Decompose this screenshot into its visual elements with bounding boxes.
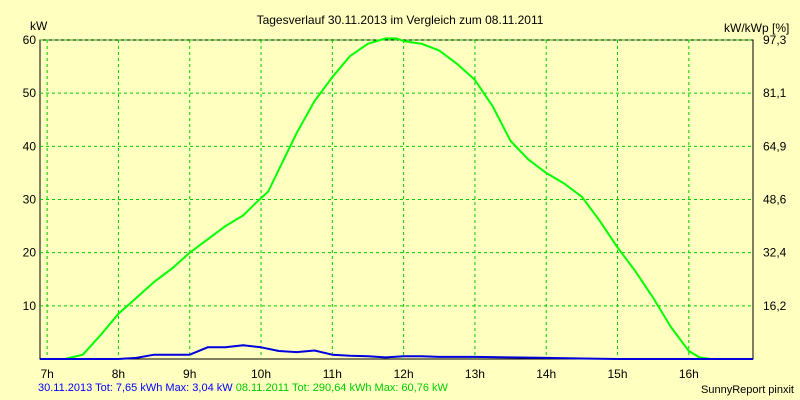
- credit-text: SunnyReport pinxit: [701, 384, 794, 396]
- x-tick-label: 16h: [679, 367, 699, 381]
- x-tick-label: 8h: [112, 367, 125, 381]
- series-layer: [40, 37, 753, 360]
- y-tick-label-right: 64,9: [763, 139, 787, 153]
- y-tick-label-right: 81,1: [763, 86, 787, 100]
- y-tick-label-right: 32,4: [763, 246, 787, 260]
- series-line-30-11-2013: [40, 344, 753, 360]
- y-tick-label-left: 60: [23, 33, 37, 47]
- legend-series-2013: 30.11.2013 Tot: 7,65 kWh Max: 3,04 kW: [38, 382, 233, 394]
- tick-layer: 7h 8h 9h 10h 11h 12h 13h 14h 15h 16h 10 16,2 20 32,4 3…: [23, 33, 787, 381]
- y-tick-label-left: 40: [23, 139, 37, 153]
- chart-title: Tagesverlauf 30.11.2013 im Vergleich zum…: [257, 13, 544, 27]
- y-tick-label-right: 16,2: [763, 299, 787, 313]
- y-tick-label-left: 10: [23, 299, 37, 313]
- y-tick-label-left: 20: [23, 246, 37, 260]
- x-tick-label: 7h: [40, 367, 53, 381]
- x-tick-label: 11h: [323, 367, 342, 381]
- y-tick-label-left: 30: [23, 193, 37, 207]
- x-tick-label: 10h: [251, 367, 271, 381]
- x-tick-label: 12h: [394, 367, 414, 381]
- series-line-08-11-2011: [40, 37, 753, 360]
- y-axis-left-label: kW: [30, 19, 48, 33]
- x-tick-label: 13h: [465, 367, 485, 381]
- grid: [40, 39, 753, 359]
- x-tick-label: 15h: [608, 367, 628, 381]
- chart-footer: 30.11.2013 Tot: 7,65 kWh Max: 3,04 kW 08…: [38, 382, 448, 394]
- legend-series-2011: 08.11.2011 Tot: 290,64 kWh Max: 60,76 kW: [235, 382, 448, 394]
- y-tick-label-right: 97,3: [763, 33, 787, 47]
- y-axis-right-label: kW/kWp [%]: [724, 21, 789, 35]
- x-tick-label: 14h: [536, 367, 556, 381]
- x-tick-label: 9h: [183, 367, 196, 381]
- y-tick-label-left: 50: [23, 86, 37, 100]
- y-tick-label-right: 48,6: [763, 193, 787, 207]
